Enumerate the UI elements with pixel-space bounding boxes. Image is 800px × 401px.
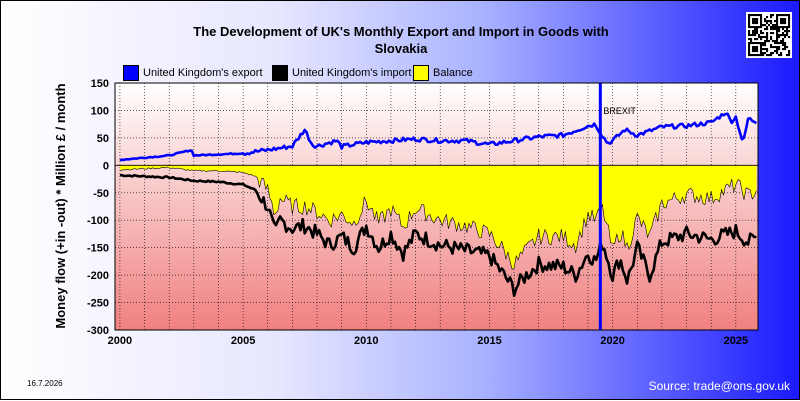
balance-area [119, 165, 757, 270]
y-tick-label: -100 [87, 215, 109, 227]
plot-border [114, 82, 759, 331]
qr-code-icon [746, 12, 792, 58]
legend-swatch-export [123, 65, 139, 81]
legend-label-export: United Kingdom's export [143, 67, 263, 79]
x-tick-label: 2010 [354, 335, 378, 347]
legend-swatch-balance [413, 65, 429, 81]
y-tick-label: 0 [103, 160, 109, 172]
y-tick-label: -300 [87, 325, 109, 337]
y-tick-label: 150 [91, 78, 109, 90]
x-tick-label: 2005 [231, 335, 255, 347]
legend-label-balance: Balance [433, 67, 473, 79]
y-tick-label: 50 [97, 133, 109, 145]
y-tick-label: -50 [93, 188, 109, 200]
balance-line [119, 166, 757, 270]
export-line [119, 112, 758, 162]
x-tick-label: 2025 [724, 335, 748, 347]
y-tick-label: 100 [91, 105, 109, 117]
x-tick-label: 2020 [600, 335, 624, 347]
qr-code-graphic [748, 14, 791, 57]
series-layer: BREXIT [115, 83, 758, 330]
source-text: Source: trade@ons.gov.uk [648, 379, 790, 393]
legend-swatch-import [272, 65, 288, 81]
chart-title: The Development of UK's Monthly Export a… [193, 24, 609, 56]
brexit-label: BREXIT [603, 106, 636, 116]
y-tick-label: -250 [87, 298, 109, 310]
y-tick-label: -150 [87, 243, 109, 255]
date-stamp: 16.7.2026 [27, 379, 63, 388]
legend-label-import: United Kingdom's import [292, 67, 412, 79]
y-tick-label: -200 [87, 270, 109, 282]
x-tick-label: 2000 [108, 335, 132, 347]
y-axis-label: Money flow (+in -out) * Million £ / mont… [53, 83, 68, 329]
import-line [119, 173, 757, 297]
x-tick-label: 2015 [477, 335, 501, 347]
